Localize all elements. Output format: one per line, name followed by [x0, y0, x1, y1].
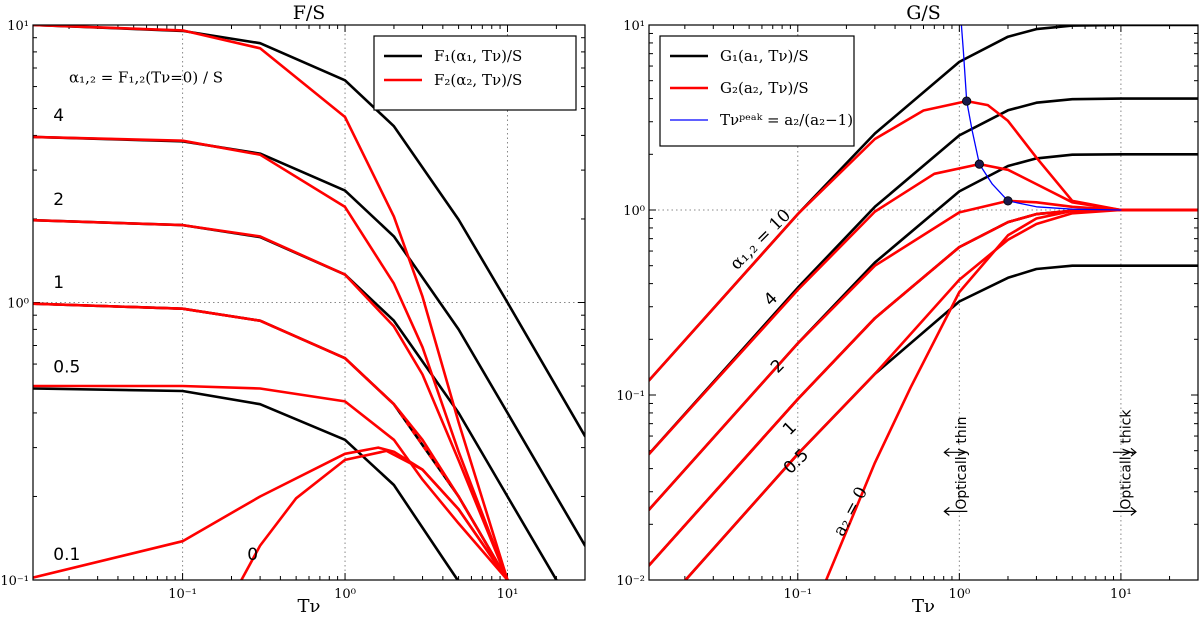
x-tick-label: 10⁰	[334, 587, 356, 602]
legend-box	[373, 35, 577, 111]
chart-title: F/S	[293, 2, 326, 24]
x-tick-label: 10⁰	[948, 587, 970, 602]
series-line-g2-a2-2	[649, 199, 1198, 512]
y-tick-label: 10⁰	[623, 204, 645, 219]
annotation-label: Optically thick	[1119, 409, 1135, 510]
x-tick-label: 10⁻¹	[168, 587, 197, 602]
series-line-g2-a2-4	[649, 162, 1198, 456]
x-tick-label: 10¹	[497, 587, 519, 602]
annotation-label: 2	[53, 190, 64, 210]
series-line-f2-alpha2-10	[33, 25, 509, 580]
legend-label: F₁(α₁, Tν)/S	[434, 47, 522, 65]
series-group	[33, 25, 585, 580]
y-tick-label: 10¹	[623, 19, 645, 34]
annotation-label: 0.5	[780, 445, 813, 478]
axes-frame	[32, 24, 586, 581]
peak-marker	[962, 96, 972, 106]
annotation-label: 0.5	[53, 357, 80, 377]
annotation-label: a₂ = 0	[830, 484, 872, 540]
peak-marker	[974, 159, 984, 169]
annotation-label: 4	[760, 288, 782, 310]
arrow-head	[943, 506, 950, 516]
y-tick-label: 10⁰	[7, 297, 29, 312]
series-line-f1-alpha1-0-5	[33, 387, 460, 580]
y-tick-label: 10¹	[7, 19, 29, 34]
arrow-head	[1130, 447, 1137, 457]
legend-label: G₁(a₁, Tν)/S	[720, 47, 809, 65]
y-tick-label: 10⁻¹	[0, 574, 29, 589]
annotation-label: 1	[53, 273, 64, 293]
legend-label: Tνᵖᵉᵃᵏ = a₂/(a₂−1)	[720, 111, 853, 129]
series-line-f2-alpha2-1	[33, 302, 509, 580]
y-tick-label: 10⁻¹	[616, 389, 645, 404]
y-tick-label: 10⁻²	[616, 574, 645, 589]
axes-frame	[648, 24, 1199, 581]
annotation-label: Optically thin	[954, 416, 970, 509]
annotation-label: 4	[53, 106, 64, 126]
x-axis-label: Tν	[912, 596, 935, 617]
x-tick-label: 10⁻¹	[783, 587, 812, 602]
chart-title: G/S	[906, 2, 941, 24]
annotation-label: α₁,₂ = F₁,₂(Tν=0) / S	[69, 69, 223, 87]
legend-label: F₂(α₂, Tν)/S	[434, 71, 522, 89]
peak-marker	[1003, 196, 1013, 206]
x-axis-label: Tν	[298, 596, 321, 617]
x-tick-label: 10¹	[1110, 587, 1132, 602]
series-line-g2-a2-0-5	[683, 208, 1198, 580]
series-line-tpeak	[960, 25, 1122, 211]
arrow-head	[943, 447, 950, 457]
legend-box	[659, 35, 855, 147]
series-line-f2-alpha2-0	[240, 449, 509, 580]
series-line-f2-alpha2-0-5	[33, 384, 509, 580]
legend-label: G₂(a₂, Tν)/S	[720, 79, 809, 97]
arrow-head	[1130, 506, 1137, 516]
annotation-label: 0	[247, 545, 258, 565]
series-line-f2-alpha2-2	[33, 218, 509, 580]
annotation-label: 0.1	[53, 545, 80, 565]
series-line-g1-a1-4	[649, 97, 1198, 456]
series-line-f2-alpha2-0-1	[33, 446, 509, 580]
panel-f-over-s: 10⁻¹ 10⁰ 10¹ 10⁻¹ 10⁰ 10¹ F/S Tν α₁,₂ = F₁,₂(Tν=…	[0, 2, 586, 617]
series-line-f2-alpha2-4	[33, 135, 509, 580]
annotation-label: α₁,₂ = 10	[726, 205, 795, 274]
